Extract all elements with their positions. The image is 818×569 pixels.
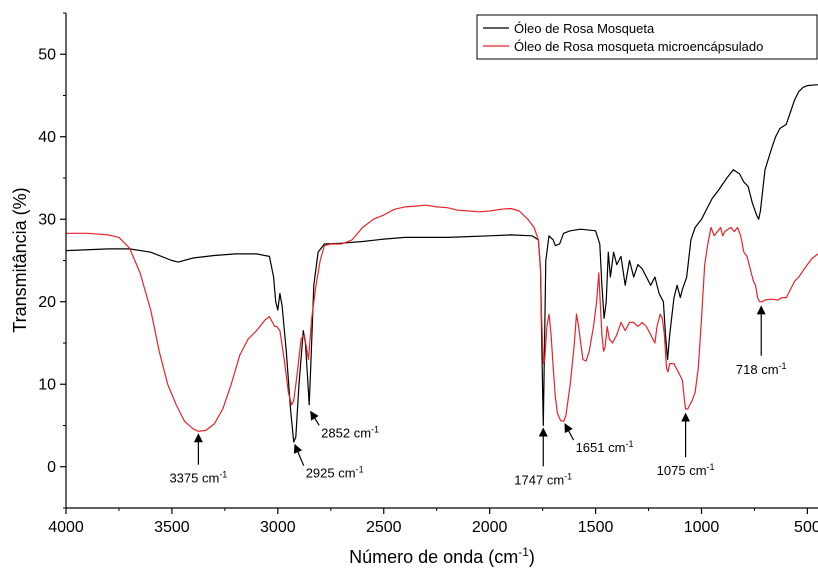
annotation-label: 3375 cm-1 — [169, 470, 227, 486]
annotation-label: 2925 cm-1 — [306, 465, 364, 481]
x-tick-label: 500 — [794, 519, 818, 536]
axes-layer: 4000 3500 3000 2500 2000 1500 1000 500 0 10 20 30 40… — [38, 12, 818, 536]
peak-annotation: 718 cm-1 — [736, 305, 787, 377]
peak-annotation: 3375 cm-1 — [169, 433, 227, 486]
y-tick-label: 40 — [38, 129, 56, 146]
annotation-label: 718 cm-1 — [736, 361, 787, 377]
y-tick-label: 0 — [47, 459, 56, 476]
y-tick-label: 50 — [38, 46, 56, 63]
annotation-label: 1651 cm-1 — [576, 439, 634, 455]
peak-annotation: 2852 cm-1 — [310, 410, 379, 440]
annotation-arrow — [293, 443, 305, 466]
peak-annotation: 2925 cm-1 — [293, 443, 364, 481]
legend-box — [476, 14, 818, 60]
annotation-label: 1075 cm-1 — [657, 462, 715, 478]
x-axis-title: Número de onda (cm-1) — [349, 545, 535, 567]
peak-annotation: 1747 cm-1 — [514, 427, 572, 487]
annotation-label: 2852 cm-1 — [321, 424, 379, 440]
x-tick-label: 3500 — [154, 519, 190, 536]
annotations-layer: 3375 cm-1 2925 cm-1 2852 cm-1 1747 cm-11651… — [169, 305, 787, 487]
x-tick-label: 1000 — [684, 519, 720, 536]
y-tick-label: 20 — [38, 294, 56, 311]
legend-label: Óleo de Rosa mosqueta microencápsulado — [514, 39, 763, 54]
x-tick-label: 1500 — [578, 519, 614, 536]
x-tick-label: 4000 — [48, 519, 84, 536]
peak-annotation: 1651 cm-1 — [564, 423, 634, 455]
series-line-2 — [66, 204, 818, 432]
annotation-arrow — [564, 423, 575, 441]
legend-label: Óleo de Rosa Mosqueta — [514, 21, 655, 36]
legend: Óleo de Rosa Mosqueta Óleo de Rosa mosque… — [476, 14, 818, 60]
y-tick-label: 10 — [38, 376, 56, 393]
x-tick-label: 3000 — [260, 519, 296, 536]
series-layer — [66, 84, 818, 443]
annotation-label: 1747 cm-1 — [514, 471, 572, 487]
x-tick-label: 2500 — [366, 519, 402, 536]
y-axis-title: Transmitância (%) — [10, 187, 30, 332]
annotation-arrow — [310, 410, 320, 426]
y-tick-label: 30 — [38, 211, 56, 228]
peak-annotation: 1075 cm-1 — [657, 412, 715, 478]
x-tick-label: 2000 — [472, 519, 508, 536]
series-line-1 — [66, 84, 818, 443]
